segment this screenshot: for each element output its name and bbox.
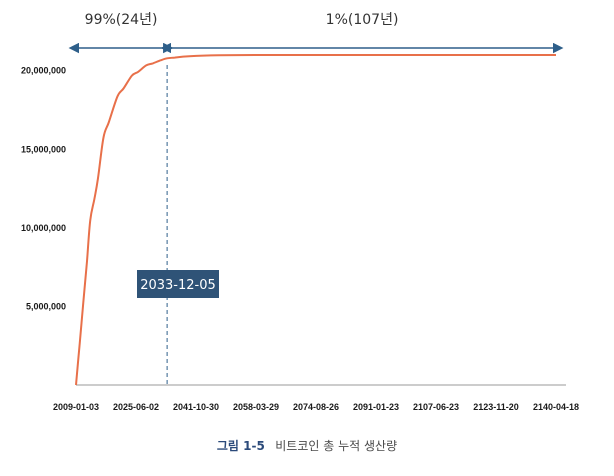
caption-text-line: 그림 1-5 비트코인 총 누적 생산량 — [217, 437, 397, 454]
span-annotations: 99%(24년) 1%(107년) — [68, 12, 564, 54]
figure-caption: 그림 1-5 비트코인 총 누적 생산량 — [217, 437, 397, 454]
y-tick-label: 5,000,000 — [26, 301, 66, 311]
caption-description: 비트코인 총 누적 생산량 — [275, 439, 397, 453]
x-tick-label: 2107-06-23 — [413, 402, 459, 412]
x-tick-label: 2058-03-29 — [233, 402, 279, 412]
x-tick-label: 2025-06-02 — [113, 402, 159, 412]
x-tick-label: 2074-08-26 — [293, 402, 339, 412]
x-tick-label: 2041-10-30 — [173, 402, 219, 412]
y-tick-label: 10,000,000 — [21, 223, 66, 233]
x-tick-label: 2009-01-03 — [53, 402, 99, 412]
series-layer — [75, 53, 556, 386]
x-tick-labels: 2009-01-03 2025-06-02 2041-10-30 2058-03-29… — [53, 402, 579, 412]
x-tick-label: 2091-01-23 — [353, 402, 399, 412]
supply-series-line — [75, 53, 556, 386]
x-tick-label: 2123-11-20 — [473, 402, 519, 412]
y-tick-label: 20,000,000 — [21, 66, 66, 76]
marker-annotation: 2033-12-05 — [137, 65, 219, 385]
span-label: 99%(24년) — [85, 12, 158, 28]
span-label: 1%(107년) — [326, 12, 399, 28]
y-tick-labels: 5,000,000 10,000,000 15,000,000 20,000,000 — [21, 66, 66, 312]
marker-callout-label: 2033-12-05 — [140, 278, 216, 293]
x-tick-label: 2140-04-18 — [533, 402, 579, 412]
marker-callout-box — [137, 270, 219, 298]
caption-figure-number: 그림 1-5 — [217, 439, 265, 453]
y-tick-label: 15,000,000 — [21, 144, 66, 154]
